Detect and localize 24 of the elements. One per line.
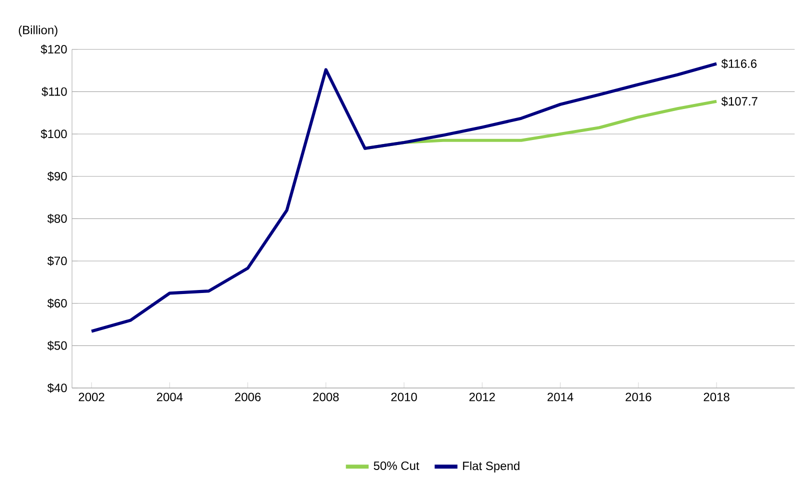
y-tick-label: $120	[40, 44, 67, 54]
x-tick-label: 2014	[548, 392, 574, 402]
legend-label: Flat Spend	[463, 461, 520, 473]
y-tick-label: $80	[47, 214, 67, 224]
x-tick-label: 2018	[704, 392, 730, 402]
legend-label: 50% Cut	[374, 461, 420, 470]
x-tick-label: 2006	[235, 392, 261, 402]
x-tick-label: 2016	[626, 392, 652, 402]
y-tick-label: $40	[47, 383, 67, 393]
x-tick-label: 2008	[313, 392, 339, 402]
y-axis-title: (Billion)	[18, 25, 58, 37]
x-tick-label: 2010	[391, 392, 417, 402]
y-tick-label: $100	[40, 129, 67, 139]
x-tick-label: 2012	[469, 392, 495, 402]
x-tick-label: 2002	[78, 392, 104, 402]
y-tick-label: $110	[42, 86, 67, 97]
y-tick-label: $60	[47, 298, 67, 308]
y-tick-label: $70	[47, 256, 67, 266]
x-tick-label: 2004	[156, 392, 183, 402]
y-tick-label: $90	[47, 171, 67, 182]
annotation: $116.6	[721, 58, 757, 69]
annotation: $107.7	[721, 96, 758, 106]
line-series	[90, 62, 718, 333]
y-tick-label: $50	[47, 340, 67, 351]
